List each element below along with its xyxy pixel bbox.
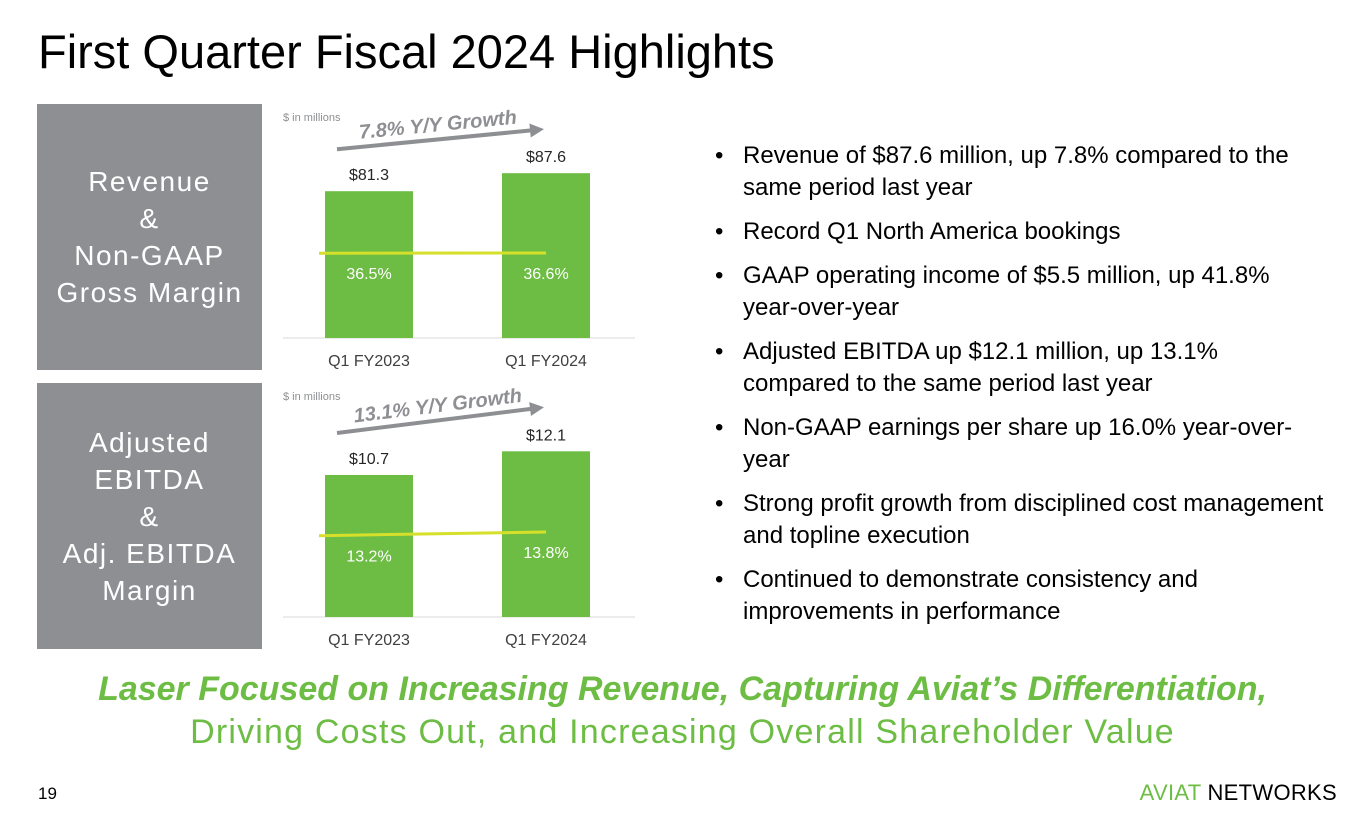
bullet-symbol: • xyxy=(715,262,724,289)
highlight-text: Record Q1 North America bookings xyxy=(743,218,1121,245)
panel-line: & xyxy=(139,500,160,532)
bar-value-label: $10.7 xyxy=(349,451,389,468)
highlight-item: • GAAP operating income of $5.5 million, … xyxy=(715,260,1325,324)
bullet-symbol: • xyxy=(715,142,724,169)
highlight-item: • Adjusted EBITDA up $12.1 million, up 13… xyxy=(715,336,1325,400)
logo-networks: NETWORKS xyxy=(1201,780,1337,805)
panel-line: EBITDA xyxy=(94,463,205,495)
bar-2 xyxy=(502,451,590,617)
highlight-item: • Strong profit growth from disciplined c… xyxy=(715,488,1325,552)
ebitda-chart: $ in millions $10.7 Q1 FY2023 $12.1 Q1 FY202… xyxy=(275,379,645,649)
page-number: 19 xyxy=(38,784,57,803)
highlight-text: Adjusted EBITDA up $12.1 million, up 13.… xyxy=(743,338,1218,397)
bar-value-label: $81.3 xyxy=(349,167,389,184)
bar-value-label: $87.6 xyxy=(526,149,566,166)
panel-line: Adjusted xyxy=(89,426,210,458)
highlight-text: Revenue of $87.6 million, up 7.8% compar… xyxy=(743,142,1289,201)
bullet-symbol: • xyxy=(715,218,724,245)
highlight-text: Non-GAAP earnings per share up 16.0% yea… xyxy=(743,414,1293,473)
highlight-item: • Revenue of $87.6 million, up 7.8% compa… xyxy=(715,140,1325,204)
panel-line: Revenue xyxy=(88,166,211,197)
panel-line: Adj. EBITDA xyxy=(62,537,237,569)
tagline-secondary: Driving Costs Out, and Increasing Overal… xyxy=(190,713,1175,751)
bullet-symbol: • xyxy=(715,338,724,365)
tagline-primary: Laser Focused on Increasing Revenue, Cap… xyxy=(98,670,1267,708)
margin-value-label: 36.6% xyxy=(523,266,568,283)
margin-value-label: 13.8% xyxy=(523,545,568,562)
margin-value-label: 13.2% xyxy=(346,549,391,566)
highlight-item: • Continued to demonstrate consistency an… xyxy=(715,564,1325,628)
margin-line xyxy=(318,530,547,538)
growth-arrow-line xyxy=(336,406,535,435)
bullet-symbol: • xyxy=(715,490,724,517)
panel-line: Margin xyxy=(102,574,197,606)
revenue-chart: $ in millions $81.3 Q1 FY2023 $87.6 Q1 FY202… xyxy=(275,100,645,370)
growth-arrow-line xyxy=(336,128,535,152)
highlight-item: • Non-GAAP earnings per share up 16.0% ye… xyxy=(715,412,1325,476)
x-tick-label: Q1 FY2024 xyxy=(505,353,587,370)
bar-2 xyxy=(502,173,590,338)
revenue-margin-panel: Revenue & Non-GAAP Gross Margin xyxy=(37,104,262,370)
x-tick-label: Q1 FY2023 xyxy=(328,632,410,649)
bullet-symbol: • xyxy=(715,566,724,593)
bar-1 xyxy=(325,474,413,617)
highlight-text: Continued to demonstrate consistency and… xyxy=(743,566,1198,625)
highlights-list: • Revenue of $87.6 million, up 7.8% compa… xyxy=(715,140,1325,640)
page-title: First Quarter Fiscal 2024 Highlights xyxy=(38,25,775,78)
highlight-text: Strong profit growth from disciplined co… xyxy=(743,490,1324,549)
panel-line: Gross Margin xyxy=(56,277,243,308)
ebitda-margin-panel: Adjusted EBITDA & Adj. EBITDA Margin xyxy=(37,383,262,649)
margin-value-label: 36.5% xyxy=(346,266,391,283)
panel-line: Non-GAAP xyxy=(74,240,225,271)
highlight-item: • Record Q1 North America bookings xyxy=(715,216,1325,248)
ebitda-chart-svg: $ in millions $10.7 Q1 FY2023 $12.1 Q1 FY202… xyxy=(283,385,635,649)
growth-arrow-head xyxy=(529,123,544,138)
highlight-text: GAAP operating income of $5.5 million, u… xyxy=(743,262,1270,321)
panel-line: & xyxy=(139,203,160,234)
x-tick-label: Q1 FY2024 xyxy=(505,632,587,649)
bar-1 xyxy=(325,191,413,338)
company-logo: AVIAT NETWORKS xyxy=(1140,780,1337,806)
units-note: $ in millions xyxy=(283,112,341,124)
units-note: $ in millions xyxy=(283,391,341,403)
bullet-symbol: • xyxy=(715,414,724,441)
logo-aviat: AVIAT xyxy=(1139,780,1202,805)
bar-value-label: $12.1 xyxy=(526,427,566,444)
x-tick-label: Q1 FY2023 xyxy=(328,353,410,370)
growth-arrow-head xyxy=(529,402,544,416)
revenue-chart-svg: $ in millions $81.3 Q1 FY2023 $87.6 Q1 FY202… xyxy=(283,107,635,370)
